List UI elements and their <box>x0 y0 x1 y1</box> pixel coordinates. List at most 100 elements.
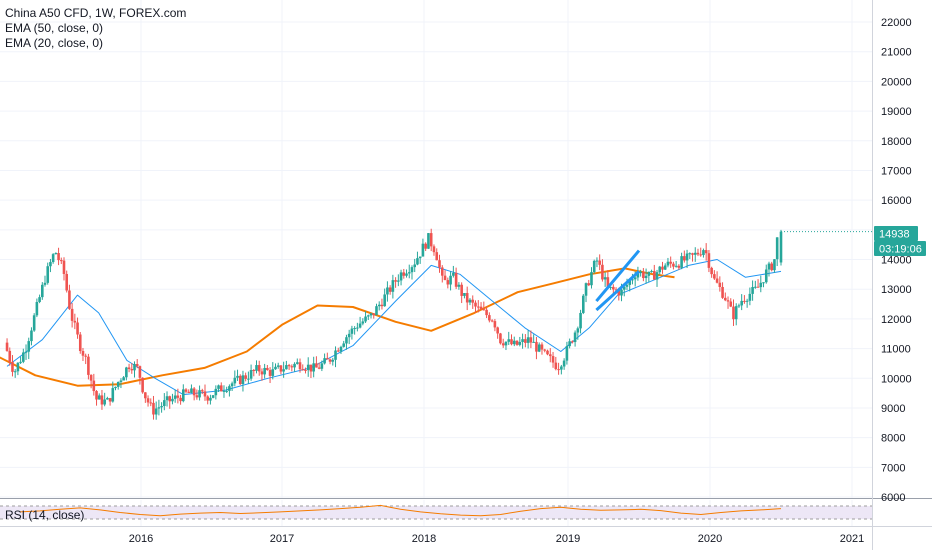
channel-lower-line[interactable] <box>595 270 641 312</box>
time-tick-label: 2018 <box>412 533 436 545</box>
candle-body <box>548 354 552 357</box>
candle-body <box>620 289 623 296</box>
candle-body <box>100 395 104 405</box>
candle-body <box>149 402 153 404</box>
candle-body <box>173 395 177 399</box>
legend-ema50[interactable]: EMA (50, close, 0) <box>5 21 104 35</box>
candle-body <box>432 246 436 253</box>
candle-body <box>230 383 234 387</box>
candle-body <box>762 282 765 284</box>
candle-body <box>617 290 621 296</box>
price-tick-label: 14000 <box>881 255 912 267</box>
candle-body <box>702 250 705 256</box>
candle-body <box>312 363 315 372</box>
time-tick-label: 2017 <box>270 533 294 545</box>
legend-ema20[interactable]: EMA (20, close, 0) <box>5 36 104 50</box>
candle-body <box>135 363 139 367</box>
candle-body <box>770 263 774 271</box>
candle-body <box>263 367 266 375</box>
channel-upper-line[interactable] <box>595 249 641 303</box>
candle-body <box>454 272 458 287</box>
last-price-label: 14938 <box>879 229 910 241</box>
candle-body <box>622 286 626 290</box>
candle-body <box>524 339 527 343</box>
candle-body <box>304 369 307 371</box>
candle-body <box>650 271 653 273</box>
candle-body <box>551 356 555 363</box>
candle-body <box>609 286 612 288</box>
candle-body <box>331 359 335 362</box>
candle-body <box>443 275 447 281</box>
price-tick-label: 16000 <box>881 195 912 207</box>
candle-body <box>526 337 530 343</box>
channel-drawing[interactable] <box>595 249 641 312</box>
time-axis[interactable]: 2016 2017 2018 2019 2020 2021 <box>129 533 864 545</box>
candle-body <box>187 391 191 393</box>
candle-body <box>287 365 291 367</box>
candle-body <box>715 278 719 283</box>
candle-body <box>652 271 656 280</box>
candle-body <box>606 277 610 288</box>
candle-body <box>336 350 340 352</box>
candle-body <box>87 356 90 375</box>
rsi-pane[interactable] <box>0 504 872 520</box>
candle-body <box>482 309 486 311</box>
candle-body <box>479 306 483 310</box>
candle-body <box>688 253 692 255</box>
candle-body <box>225 390 228 392</box>
candle-body <box>463 293 466 296</box>
candle-body <box>562 360 566 367</box>
price-axis[interactable]: 6000 7000 8000 9000 10000 11000 12000 13000 1400… <box>881 17 912 504</box>
candle-body <box>358 323 362 328</box>
candle-body <box>236 375 239 378</box>
candle-body <box>405 273 408 276</box>
candle-body <box>116 381 120 387</box>
candle-body <box>636 273 640 278</box>
candle-body <box>669 261 672 264</box>
candle-body <box>767 263 771 270</box>
candle-body <box>683 256 686 261</box>
candle-body <box>540 344 544 350</box>
candle-body <box>334 350 337 360</box>
candle-body <box>375 306 378 316</box>
price-tick-label: 22000 <box>881 17 912 29</box>
candle-body <box>266 367 269 371</box>
candle-body <box>279 365 283 372</box>
candle-body <box>465 293 469 303</box>
candle-body <box>691 253 694 255</box>
candle-body <box>560 366 563 370</box>
candle-body <box>203 391 207 397</box>
candle-body <box>576 328 580 333</box>
candle-body <box>452 272 455 276</box>
candle-body <box>488 315 491 321</box>
candle-body <box>756 286 760 288</box>
time-tick-label: 2020 <box>698 533 722 545</box>
candle-body <box>353 328 356 330</box>
ema50-path <box>0 267 675 387</box>
candle-body <box>672 263 675 267</box>
candle-body <box>773 259 776 271</box>
candle-body <box>457 284 461 287</box>
candle-body <box>361 321 365 324</box>
legend-symbol-title[interactable]: China A50 CFD, 1W, FOREX.com <box>5 6 187 20</box>
candle-body <box>38 297 41 302</box>
candle-body <box>179 397 182 402</box>
candle-body <box>62 260 66 274</box>
gridlines <box>0 0 872 526</box>
price-pane[interactable] <box>0 0 872 498</box>
candle-body <box>89 374 93 381</box>
candle-body <box>154 408 158 415</box>
candle-body <box>165 396 169 401</box>
candle-body <box>468 299 472 303</box>
candle-body <box>532 341 535 343</box>
price-tick-label: 18000 <box>881 136 912 148</box>
price-tick-label: 12000 <box>881 314 912 326</box>
rsi-legend[interactable]: RSI (14, close) <box>5 508 85 522</box>
candle-body <box>152 402 155 415</box>
candle-body <box>474 302 477 307</box>
price-tick-label: 19000 <box>881 106 912 118</box>
candle-body <box>764 269 768 283</box>
candle-body <box>647 271 651 276</box>
candle-body <box>779 231 783 263</box>
